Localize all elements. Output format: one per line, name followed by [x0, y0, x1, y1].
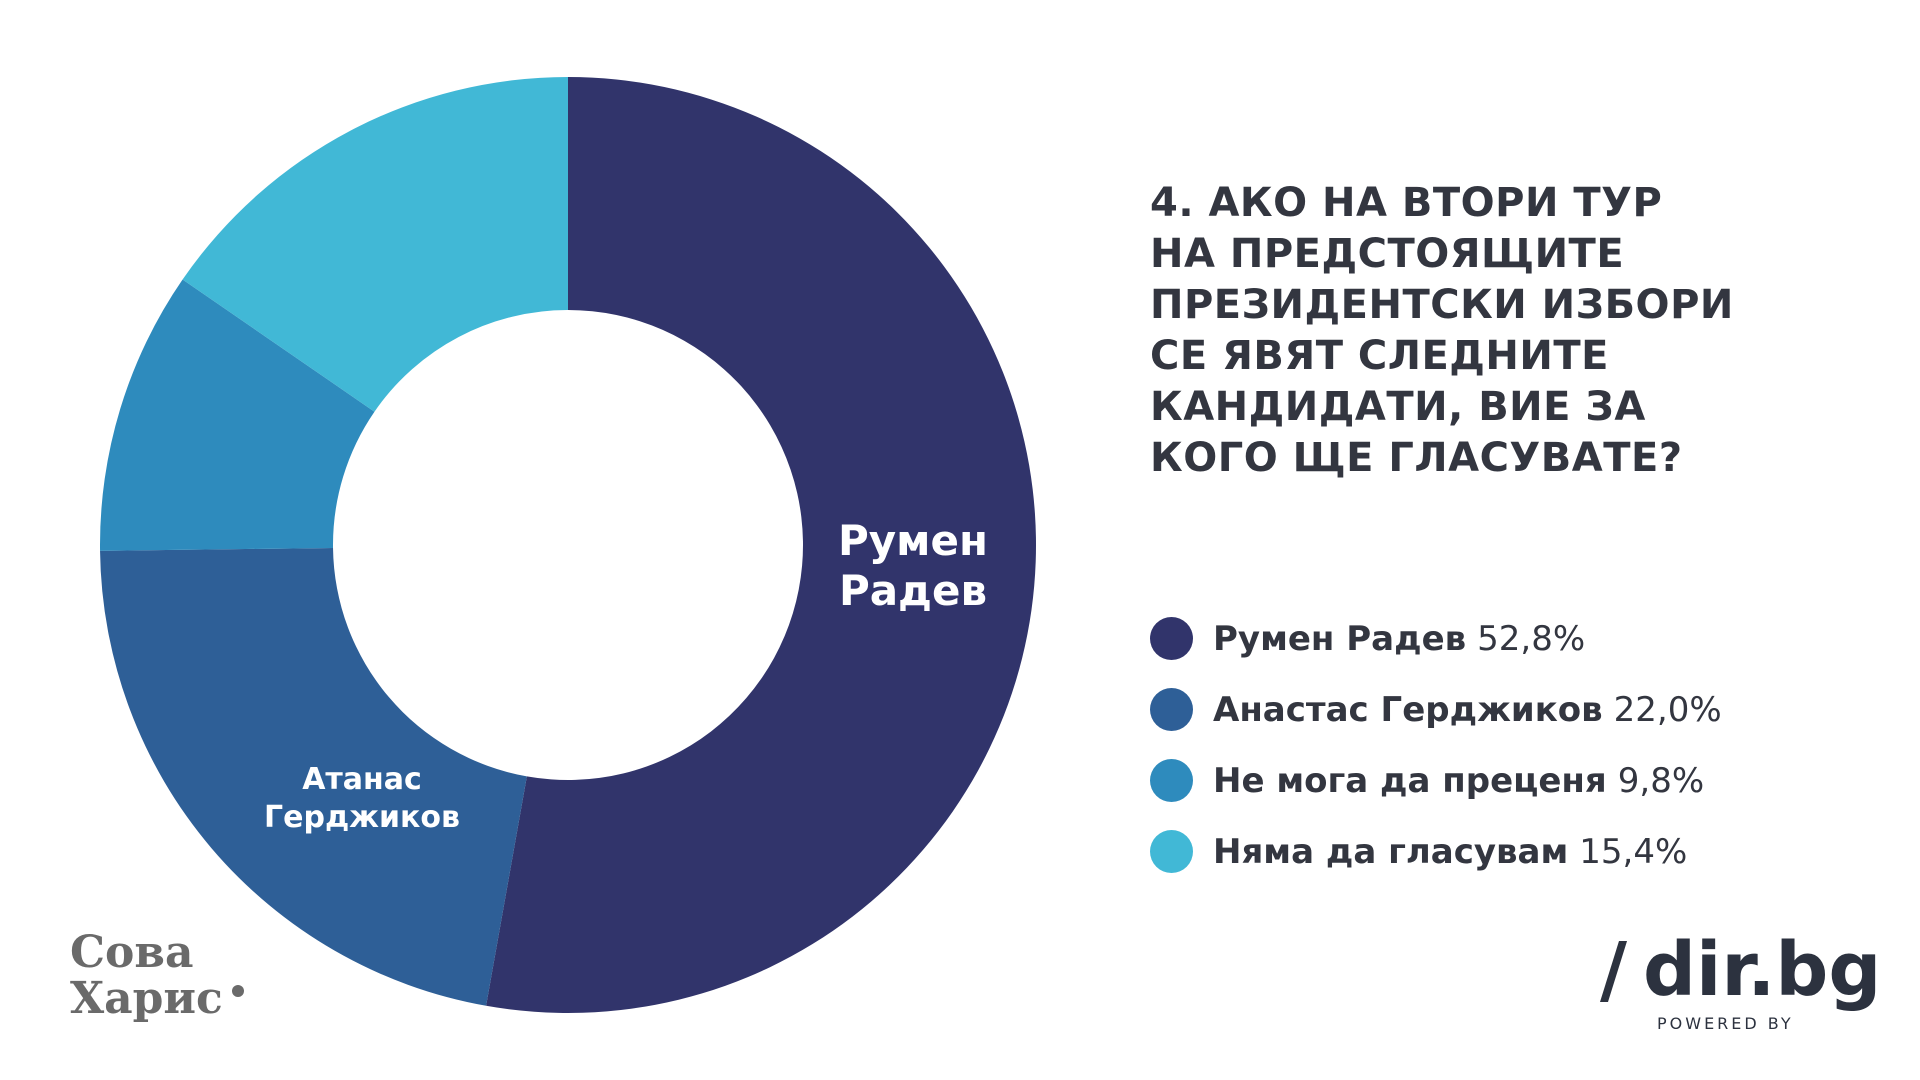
legend-label: Няма да гласувам: [1213, 831, 1569, 872]
legend-item: Няма да гласувам 15,4%: [1150, 816, 1722, 887]
donut-slice: [182, 77, 569, 412]
chart-title-line: 4. АКО НА ВТОРИ ТУР: [1150, 180, 1663, 226]
legend-item: Анастас Герджиков 22,0%: [1150, 674, 1722, 745]
donut-slice: [100, 547, 527, 1006]
legend-swatch: [1150, 759, 1193, 802]
chart-title-line: ПРЕЗИДЕНТСКИ ИЗБОРИ: [1150, 282, 1734, 328]
slice-data-label-line: Герджиков: [264, 800, 460, 835]
legend-label: Румен Радев: [1213, 618, 1467, 659]
slice-data-label-line: Атанас: [302, 762, 422, 797]
legend-swatch: [1150, 830, 1193, 873]
sova-logo-line: Сова: [70, 927, 194, 978]
legend-value: 22,0%: [1613, 689, 1722, 730]
sova-logo-dot: [232, 985, 244, 997]
chart-title-line: КОГО ЩЕ ГЛАСУВАТЕ?: [1150, 435, 1683, 481]
dir-bg-wordmark: / dir.bg: [1600, 930, 1881, 1010]
legend-value: 15,4%: [1579, 831, 1688, 872]
chart-legend: Румен Радев 52,8% Анастас Герджиков 22,0…: [1150, 603, 1722, 887]
legend-swatch: [1150, 617, 1193, 660]
donut-slice: [100, 279, 375, 551]
legend-value: 52,8%: [1477, 618, 1586, 659]
donut-slice: [486, 77, 1036, 1013]
slice-data-label: Румен Радев: [838, 516, 988, 615]
chart-title-line: НА ПРЕДСТОЯЩИТЕ: [1150, 231, 1625, 277]
sova-logo-line: Харис: [70, 973, 223, 1024]
legend-value: 9,8%: [1617, 760, 1705, 801]
dir-bg-name: dir.bg: [1643, 927, 1882, 1013]
slice-data-label: Атанас Герджиков: [264, 762, 460, 835]
slice-data-label-line: Радев: [839, 566, 987, 615]
legend-label: Анастас Герджиков: [1213, 689, 1603, 730]
chart-title-line: КАНДИДАТИ, ВИЕ ЗА: [1150, 384, 1646, 430]
legend-swatch: [1150, 688, 1193, 731]
dir-bg-logo: / dir.bg POWERED BY: [1600, 930, 1881, 1040]
legend-label: Не мога да преценя: [1213, 760, 1607, 801]
sova-haris-logo: Сова Харис: [70, 930, 270, 1022]
chart-title-line: СЕ ЯВЯТ СЛЕДНИТЕ: [1150, 333, 1609, 379]
dir-bg-tagline: POWERED BY: [1657, 1014, 1794, 1033]
legend-item: Не мога да преценя 9,8%: [1150, 745, 1722, 816]
slice-data-label-line: Румен: [838, 516, 988, 565]
chart-title: 4. АКО НА ВТОРИ ТУР НА ПРЕДСТОЯЩИТЕ ПРЕЗ…: [1150, 178, 1870, 484]
dir-bg-slash: /: [1600, 927, 1628, 1013]
legend-item: Румен Радев 52,8%: [1150, 603, 1722, 674]
